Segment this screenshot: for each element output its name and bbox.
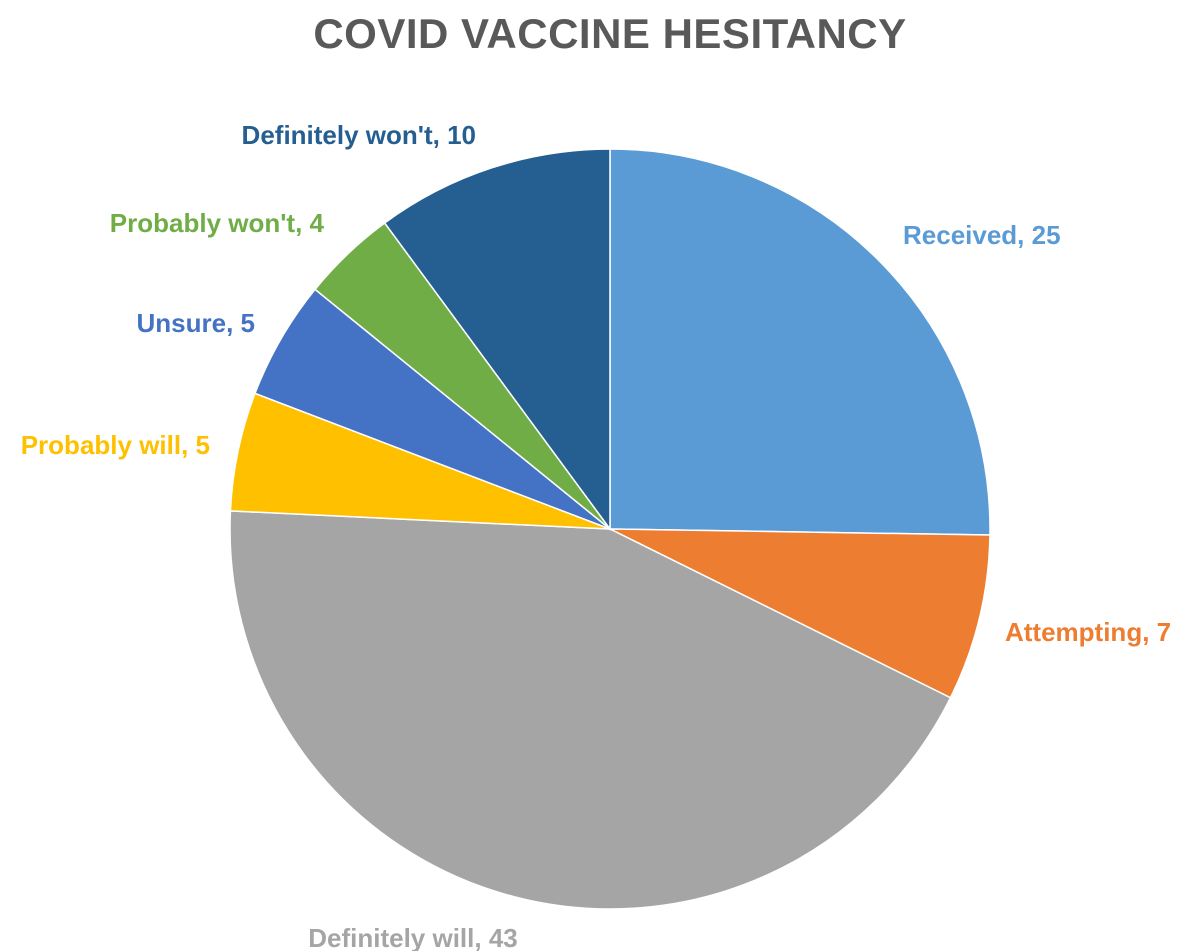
- pie-slice-definitely-will: [229, 510, 952, 910]
- data-label-definitely-won-t: Definitely won't, 10: [242, 120, 476, 150]
- data-label-unsure: Unsure, 5: [137, 308, 256, 338]
- data-label-received: Received, 25: [903, 220, 1061, 250]
- pie-slice-definitely-won-t: [383, 148, 611, 532]
- data-label-definitely-will: Definitely will, 43: [308, 923, 518, 951]
- pie-slices: [229, 148, 991, 910]
- pie-labels: Received, 25 Attempting, 7 Definitely will…: [21, 120, 1171, 951]
- pie-slice-attempting: [609, 528, 991, 699]
- data-label-probably-will: Probably will, 5: [21, 430, 210, 460]
- pie-slice-received: [609, 148, 991, 536]
- chart-title: COVID VACCINE HESITANCY: [313, 10, 907, 57]
- data-label-attempting: Attempting, 7: [1005, 617, 1171, 647]
- data-label-probably-won-t: Probably won't, 4: [110, 208, 325, 238]
